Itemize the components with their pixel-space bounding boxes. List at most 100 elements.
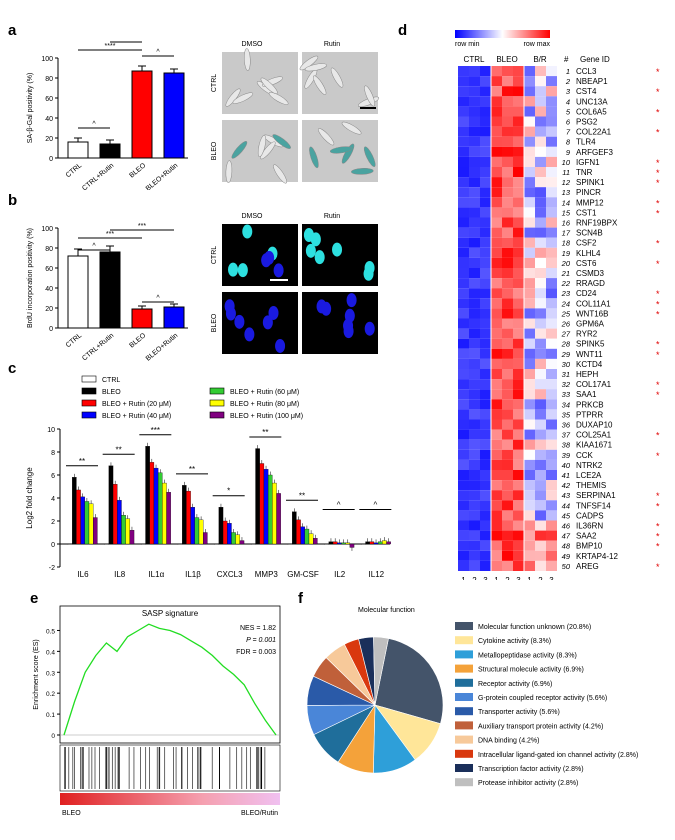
heatmap-cell — [480, 66, 491, 77]
nucleus — [262, 315, 273, 330]
row-number: 30 — [562, 360, 571, 369]
bar — [377, 541, 383, 545]
heatmap-cell — [535, 449, 546, 460]
heatmap-cell — [502, 197, 513, 208]
significance-star: * — [656, 390, 660, 400]
gene-name: SPINK5 — [576, 340, 605, 349]
significance-star: * — [656, 340, 660, 350]
sig-marker: **** — [121, 40, 132, 42]
gene-name: RNF19BPX — [576, 219, 618, 228]
image-row-label: CTRL — [211, 74, 218, 92]
gsea-enrichment-plot: SASP signature 0 0.1 0.2 0.3 0.4 0.5 Enrichment… — [33, 605, 281, 817]
legend-swatch — [455, 707, 473, 716]
heatmap-cell — [546, 237, 557, 248]
heatmap-cell — [480, 530, 491, 541]
heatmap-cell — [524, 439, 535, 450]
heatmap-cell — [480, 348, 491, 359]
heatmap-cell — [480, 490, 491, 501]
heatmap-cell — [458, 177, 469, 188]
heatmap-cell — [480, 459, 491, 470]
heatmap-cell — [491, 167, 502, 178]
heatmap-cell — [502, 257, 513, 268]
bar — [341, 542, 346, 545]
heatmap-cell — [524, 560, 535, 571]
heatmap-cell — [546, 106, 557, 117]
heatmap-cell — [458, 288, 469, 299]
y-tick-label: 8 — [51, 450, 55, 457]
heatmap-cell — [458, 96, 469, 107]
image-column-label: Rutin — [324, 213, 340, 220]
gene-name: DUXAP10 — [576, 421, 613, 430]
sig-marker: ^ — [156, 49, 160, 56]
heatmap-cell — [491, 126, 502, 137]
heatmap-cell — [458, 126, 469, 137]
heatmap-cell — [491, 136, 502, 147]
gene-name: SPINK1 — [576, 178, 605, 187]
heatmap-cell — [480, 480, 491, 491]
gene-name: CD24 — [576, 289, 597, 298]
significance-star: * — [656, 208, 660, 218]
heatmap-cell — [458, 167, 469, 178]
heatmap-cell — [491, 419, 502, 430]
heatmap-cell — [546, 227, 557, 238]
row-number: 19 — [562, 249, 571, 258]
heatmap-cell — [546, 328, 557, 339]
heatmap-cell — [535, 288, 546, 299]
heatmap-cell — [469, 126, 480, 137]
significance-star: * — [656, 158, 660, 168]
heatmap-cell — [546, 136, 557, 147]
legend-label: BLEO + Rutin (80 μM) — [230, 401, 299, 408]
heatmap-cell — [535, 520, 546, 531]
heatmap-cell — [524, 177, 535, 188]
heatmap-cell — [491, 156, 502, 167]
heatmap-cell — [458, 439, 469, 450]
heatmap-cell — [524, 449, 535, 460]
heatmap-cell — [480, 500, 491, 511]
heatmap-cell — [524, 399, 535, 410]
cell — [268, 91, 289, 105]
heatmap-cell — [546, 419, 557, 430]
heatmap-cell — [546, 278, 557, 289]
heatmap-cell — [458, 358, 469, 369]
heatmap-cell — [491, 510, 502, 521]
gene-name: CADPS — [576, 511, 604, 520]
gene-name: SERPINA1 — [576, 491, 616, 500]
heatmap-cell — [480, 369, 491, 380]
heatmap-cell — [469, 530, 480, 541]
bar — [308, 533, 314, 545]
heatmap-cell — [458, 419, 469, 430]
legend-swatch — [455, 693, 473, 701]
heatmap-cell — [546, 197, 557, 208]
heatmap-cell — [524, 207, 535, 218]
column-number: 3 — [516, 576, 521, 580]
heatmap-cell — [513, 278, 524, 289]
heatmap-cell — [480, 278, 491, 289]
y-tick-label: 0.2 — [46, 691, 55, 698]
heatmap-cell — [458, 449, 469, 460]
y-tick-label: 60 — [45, 96, 53, 103]
legend-label: BLEO + Rutin (100 μM) — [230, 413, 303, 420]
heatmap-cell — [491, 217, 502, 228]
heatmap-cell — [513, 540, 524, 551]
bar — [72, 477, 77, 545]
category-label: IL12 — [369, 570, 385, 579]
heatmap-cell — [491, 550, 502, 561]
gene-name: COL17A1 — [576, 380, 612, 389]
heatmap-cell — [491, 96, 502, 107]
heatmap-cell — [535, 308, 546, 319]
y-axis-label: SA-β-Gal positivity (%) — [27, 73, 34, 144]
heatmap-cell — [502, 429, 513, 440]
heatmap-cell — [480, 257, 491, 268]
heatmap-cell — [546, 257, 557, 268]
heatmap-cell — [546, 96, 557, 107]
heatmap-cell — [491, 409, 502, 420]
heatmap-cell — [491, 429, 502, 440]
bar — [304, 528, 310, 545]
heatmap-cell — [480, 106, 491, 117]
heatmap-cell — [513, 268, 524, 279]
column-number: 1 — [461, 576, 466, 580]
heatmap-cell — [491, 106, 502, 117]
heatmap-cell — [491, 369, 502, 380]
heatmap-cell — [535, 247, 546, 258]
heatmap-cell — [513, 358, 524, 369]
